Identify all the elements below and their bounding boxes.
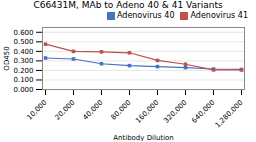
svg-text:0.000: 0.000 — [13, 86, 33, 94]
svg-text:320,000: 320,000 — [162, 99, 188, 125]
svg-text:10,000: 10,000 — [26, 99, 49, 122]
svg-text:0.300: 0.300 — [13, 57, 33, 65]
svg-text:20,000: 20,000 — [54, 99, 77, 122]
svg-text:0.600: 0.600 — [13, 29, 33, 37]
html-text:Adenovirus 40: Adenovirus 40 — [117, 11, 175, 20]
svg-text:1,280,000: 1,280,000 — [214, 99, 245, 130]
svg-text:0.100: 0.100 — [13, 76, 33, 84]
svg-text:40,000: 40,000 — [82, 99, 105, 122]
svg-text:160,000: 160,000 — [134, 99, 160, 125]
svg-text:0.400: 0.400 — [13, 48, 33, 56]
svg-text:640,000: 640,000 — [190, 99, 216, 125]
svg-text:80,000: 80,000 — [110, 99, 133, 122]
html-text:C66431M, MAb to Adeno 40 & 41: C66431M, MAb to Adeno 40 & 41 Variants — [33, 0, 223, 10]
html-text:Adenovirus 41: Adenovirus 41 — [190, 11, 248, 20]
svg-text:OD450: OD450 — [3, 46, 11, 70]
svg-text:0.500: 0.500 — [13, 38, 33, 46]
svg-text:Antibody Dilution: Antibody Dilution — [113, 134, 174, 142]
svg-text:0.200: 0.200 — [13, 67, 33, 75]
